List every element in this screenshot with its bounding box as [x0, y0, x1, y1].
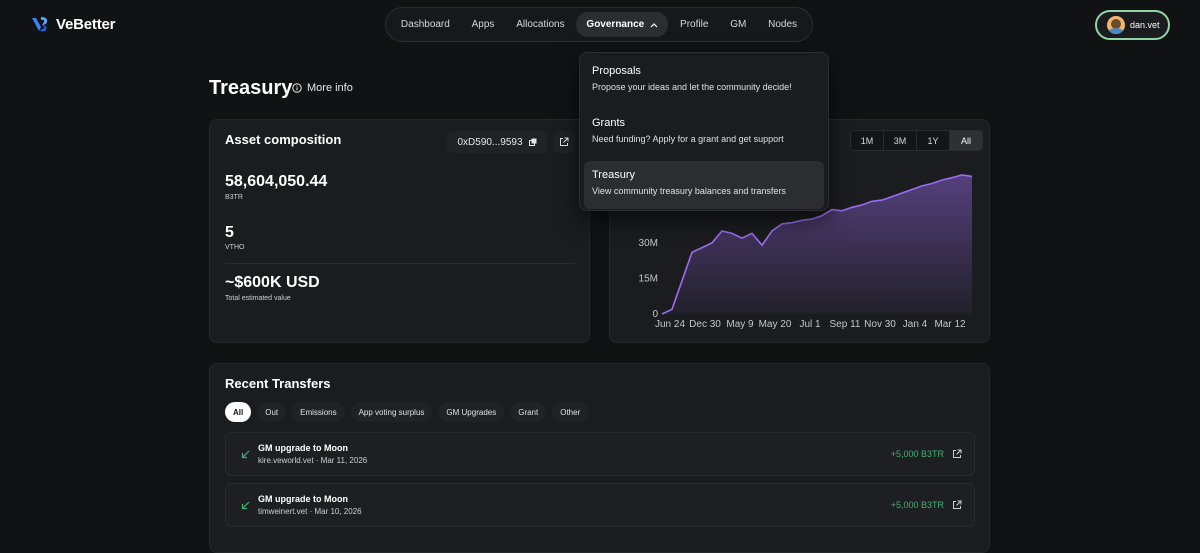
arrow-down-left-icon [241, 501, 250, 510]
usd-value: ~$600K USD [225, 274, 320, 291]
range-1m[interactable]: 1M [851, 131, 884, 150]
vtho-balance: 5 [225, 224, 234, 241]
transfer-amount: +5,000 B3TR [890, 449, 944, 459]
x-tick-label: Jul 1 [799, 319, 821, 330]
account-name: dan.vet [1130, 20, 1160, 30]
usd-label: Total estimated value [225, 295, 291, 302]
account-button[interactable]: dan.vet [1095, 10, 1170, 40]
address-text: 0xD590...9593 [457, 136, 523, 148]
nav-gm[interactable]: GM [720, 12, 756, 37]
x-tick-label: May 20 [759, 319, 792, 330]
open-explorer-button[interactable] [553, 131, 575, 153]
governance-dropdown: Proposals Propose your ideas and let the… [579, 52, 829, 211]
x-tick-label: Nov 30 [864, 319, 896, 330]
divider [225, 263, 575, 264]
chevron-up-icon [650, 22, 658, 27]
filter-out[interactable]: Out [257, 402, 287, 422]
y-tick-label: 30M [639, 238, 658, 249]
brand-name: VeBetter [56, 15, 116, 33]
dropdown-item-desc: View community treasury balances and tra… [592, 186, 786, 196]
dropdown-item-desc: Propose your ideas and let the community… [592, 82, 792, 92]
external-link-icon[interactable] [952, 500, 962, 510]
y-tick-label: 0 [652, 309, 658, 320]
x-tick-label: Jun 24 [655, 319, 685, 330]
vtho-label: VTHO [225, 244, 245, 251]
copy-icon[interactable] [528, 138, 537, 146]
transfer-subtitle: timweinert.vet · Mar 10, 2026 [258, 507, 362, 516]
nav-label: GM [730, 19, 747, 30]
external-link-icon [560, 137, 569, 146]
b3tr-label: B3TR [225, 194, 243, 201]
filter-all[interactable]: All [225, 402, 252, 422]
nav-label: Apps [471, 19, 495, 30]
recent-transfers-title: Recent Transfers [225, 376, 331, 391]
more-info-button[interactable]: More info [292, 82, 353, 94]
main-nav: Dashboard Apps Allocations Governance Pr… [385, 7, 813, 42]
avatar [1107, 16, 1125, 34]
treasury-address[interactable]: 0xD590...9593 [447, 131, 547, 153]
filter-app-voting-surplus[interactable]: App voting surplus [350, 402, 433, 422]
transfer-row[interactable]: GM upgrade to Moon kire.veworld.vet · Ma… [225, 432, 975, 476]
y-tick-label: 15M [639, 273, 658, 284]
transfer-subtitle: kire.veworld.vet · Mar 11, 2026 [258, 456, 368, 465]
transfer-filters: All Out Emissions App voting surplus GM … [225, 402, 589, 422]
nav-nodes[interactable]: Nodes [758, 12, 807, 37]
nav-profile[interactable]: Profile [670, 12, 718, 37]
nav-label: Dashboard [400, 19, 450, 30]
info-icon [292, 83, 302, 93]
nav-label: Profile [680, 19, 709, 30]
dropdown-item-title: Proposals [592, 65, 641, 77]
brand-logo[interactable]: VeBetter [30, 14, 115, 34]
series-area [662, 175, 972, 314]
recent-transfers-card: Recent Transfers All Out Emissions App v… [209, 363, 990, 553]
nav-label: Allocations [516, 19, 565, 30]
range-selector: 1M 3M 1Y All [850, 130, 983, 151]
range-1y[interactable]: 1Y [917, 131, 950, 150]
nav-dashboard[interactable]: Dashboard [391, 12, 460, 37]
nav-label: Nodes [768, 19, 798, 30]
filter-other[interactable]: Other [552, 402, 589, 422]
transfer-title: GM upgrade to Moon [258, 443, 348, 453]
nav-governance[interactable]: Governance [576, 12, 669, 37]
filter-grant[interactable]: Grant [510, 402, 547, 422]
nav-allocations[interactable]: Allocations [506, 12, 574, 37]
x-tick-label: May 9 [726, 319, 754, 330]
dropdown-item-desc: Need funding? Apply for a grant and get … [592, 134, 784, 144]
dropdown-proposals[interactable]: Proposals Propose your ideas and let the… [584, 57, 824, 105]
transfer-row[interactable]: GM upgrade to Moon timweinert.vet · Mar … [225, 483, 975, 527]
x-tick-label: Mar 12 [934, 319, 966, 330]
series-line [661, 174, 973, 315]
external-link-icon[interactable] [952, 449, 962, 459]
x-tick-label: Sep 11 [830, 319, 861, 330]
x-tick-label: Jan 4 [903, 319, 928, 330]
dropdown-item-title: Treasury [592, 169, 635, 181]
filter-emissions[interactable]: Emissions [292, 402, 345, 422]
range-3m[interactable]: 3M [884, 131, 917, 150]
dropdown-treasury[interactable]: Treasury View community treasury balance… [584, 161, 824, 209]
range-all[interactable]: All [950, 131, 982, 150]
dropdown-item-title: Grants [592, 117, 626, 129]
x-tick-label: Dec 30 [689, 319, 721, 330]
page-title: Treasury [209, 77, 293, 99]
nav-label: Governance [586, 19, 645, 30]
treasury-balance-chart: 0 15M 30M Jun 24 Dec 30 May 9 May 20 Jul 1 Sep 1… [639, 174, 973, 330]
vebetter-logo-icon [32, 17, 48, 32]
b3tr-balance: 58,604,050.44 [225, 173, 328, 190]
dropdown-grants[interactable]: Grants Need funding? Apply for a grant a… [584, 109, 824, 157]
filter-gm-upgrades[interactable]: GM Upgrades [438, 402, 505, 422]
asset-composition-card: Asset composition 0xD590...9593 58,604,0… [209, 119, 590, 343]
arrow-down-left-icon [241, 450, 250, 459]
transfer-amount: +5,000 B3TR [890, 500, 944, 510]
transfer-title: GM upgrade to Moon [258, 494, 348, 504]
nav-apps[interactable]: Apps [462, 12, 505, 37]
more-info-label: More info [307, 82, 353, 94]
asset-composition-title: Asset composition [225, 132, 342, 147]
